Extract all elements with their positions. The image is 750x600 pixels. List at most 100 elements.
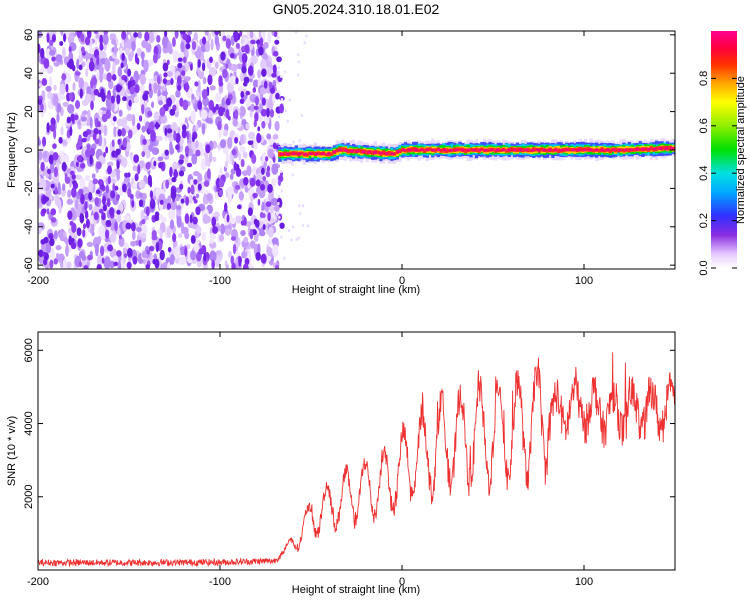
- noise-speck: [252, 79, 259, 88]
- noise-speck-strong: [222, 68, 228, 79]
- noise-speck-strong: [203, 180, 210, 187]
- noise-speck-strong: [104, 229, 110, 239]
- carrier-peak: [652, 147, 657, 151]
- noise-speck-strong: [107, 244, 114, 252]
- noise-speck: [175, 204, 182, 211]
- noise-speck-strong: [116, 94, 121, 105]
- noise-speck-strong: [171, 176, 177, 183]
- noise-speck-strong: [234, 109, 239, 120]
- noise-speck-strong: [141, 150, 146, 158]
- noise-speck: [230, 168, 236, 175]
- noise-speck-strong: [78, 261, 82, 268]
- noise-speck-strong: [64, 172, 68, 183]
- noise-speck: [271, 237, 279, 245]
- noise-speck-strong: [69, 126, 73, 137]
- noise-speck: [219, 139, 227, 149]
- noise-speck: [249, 31, 254, 39]
- noise-speck: [151, 101, 155, 109]
- carrier-peak: [291, 152, 296, 156]
- noise-speck: [176, 215, 182, 228]
- noise-speck-faint: [291, 173, 294, 177]
- noise-speck-strong: [177, 57, 183, 62]
- noise-speck-strong: [66, 116, 72, 124]
- noise-speck: [158, 193, 166, 203]
- noise-speck-faint: [296, 52, 300, 57]
- noise-speck-strong: [69, 92, 73, 101]
- carrier-peak: [640, 147, 646, 151]
- noise-speck: [140, 232, 147, 239]
- noise-speck: [57, 181, 61, 195]
- noise-speck-strong: [262, 176, 267, 182]
- noise-speck-strong: [145, 162, 151, 170]
- noise-speck-faint: [296, 73, 300, 77]
- noise-speck: [46, 247, 51, 254]
- noise-speck-strong: [46, 122, 50, 133]
- noise-speck: [136, 47, 142, 57]
- noise-speck-strong: [96, 54, 100, 66]
- noise-speck: [177, 233, 183, 239]
- noise-speck-strong: [253, 105, 259, 111]
- noise-speck-faint: [298, 139, 301, 143]
- noise-speck-strong: [142, 93, 149, 101]
- noise-speck: [62, 183, 66, 191]
- noise-speck: [197, 79, 201, 93]
- noise-speck-strong: [101, 212, 106, 221]
- noise-speck-strong: [265, 156, 269, 162]
- carrier-peak: [500, 148, 506, 152]
- carrier-peak: [390, 152, 395, 156]
- noise-speck: [153, 31, 158, 39]
- noise-speck-strong: [273, 31, 278, 38]
- carrier-band: [515, 147, 520, 153]
- noise-speck-faint: [277, 35, 280, 39]
- noise-speck-strong: [231, 262, 236, 269]
- noise-speck: [48, 50, 56, 56]
- noise-speck-strong: [175, 132, 181, 144]
- noise-speck: [60, 31, 64, 36]
- noise-speck-strong: [118, 85, 123, 90]
- noise-speck-strong: [250, 39, 256, 45]
- noise-speck-faint: [301, 223, 305, 228]
- noise-speck-strong: [121, 31, 127, 40]
- noise-speck: [169, 147, 175, 155]
- noise-speck: [159, 229, 163, 241]
- carrier-peak: [407, 148, 413, 152]
- carrier-band: [305, 152, 309, 157]
- noise-speck-strong: [277, 179, 281, 186]
- carrier-peak: [454, 148, 459, 152]
- noise-speck: [170, 200, 177, 211]
- noise-speck: [227, 250, 233, 258]
- noise-speck: [139, 84, 144, 93]
- noise-speck-strong: [276, 56, 282, 63]
- noise-speck-faint: [300, 113, 303, 118]
- noise-speck: [158, 100, 163, 106]
- noise-speck-strong: [225, 63, 229, 69]
- noise-speck: [153, 82, 158, 94]
- noise-speck-strong: [50, 208, 57, 216]
- noise-speck: [125, 47, 131, 56]
- noise-speck-strong: [176, 75, 182, 86]
- noise-speck-strong: [252, 86, 257, 93]
- noise-speck-strong: [255, 179, 261, 187]
- noise-speck-strong: [233, 31, 239, 43]
- noise-speck-strong: [112, 116, 117, 122]
- noise-speck-strong: [159, 249, 165, 261]
- noise-speck: [99, 72, 103, 83]
- noise-speck-strong: [153, 160, 157, 167]
- noise-speck: [139, 74, 147, 86]
- noise-speck-strong: [95, 189, 101, 195]
- carrier-peak: [594, 148, 599, 152]
- noise-speck: [50, 247, 55, 260]
- noise-speck-strong: [158, 161, 164, 169]
- noise-speck: [258, 187, 266, 199]
- noise-speck-strong: [245, 263, 249, 269]
- noise-speck-strong: [93, 211, 99, 221]
- spectrogram-x-axis-label: Height of straight line (km): [292, 284, 420, 296]
- noise-speck-strong: [81, 137, 87, 143]
- noise-speck: [132, 183, 138, 190]
- noise-speck: [38, 150, 43, 161]
- carrier-band: [417, 148, 421, 153]
- noise-speck-strong: [203, 252, 207, 262]
- noise-speck-strong: [92, 178, 99, 185]
- noise-speck-strong: [267, 212, 271, 222]
